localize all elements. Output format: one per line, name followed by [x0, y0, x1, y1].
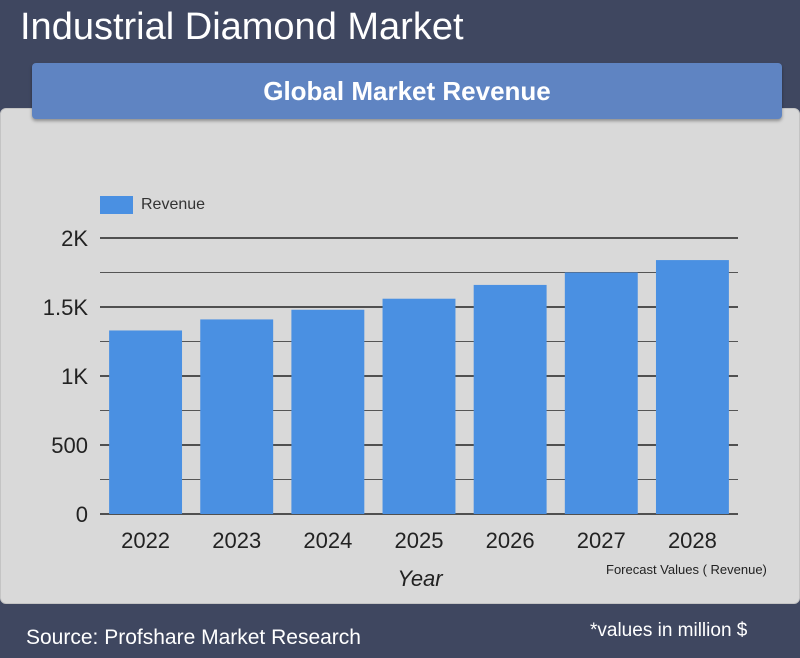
x-tick-label: 2022 — [121, 528, 170, 553]
bar-2024 — [291, 309, 365, 514]
bar-2028 — [655, 260, 729, 514]
bar-2027 — [564, 272, 638, 514]
x-axis-label: Year — [397, 566, 444, 591]
x-tick-label: 2025 — [395, 528, 444, 553]
bar-2026 — [473, 284, 547, 514]
y-tick-label: 0 — [76, 502, 88, 527]
bars — [109, 260, 729, 514]
legend-swatch-revenue — [100, 196, 133, 214]
x-tick-label: 2028 — [668, 528, 717, 553]
x-tick-label: 2026 — [486, 528, 535, 553]
y-tick-label: 2K — [61, 226, 88, 251]
bar-2022 — [109, 330, 183, 514]
chart-subtitle: Global Market Revenue — [32, 63, 782, 119]
x-tick-label: 2024 — [303, 528, 352, 553]
forecast-note: Forecast Values ( Revenue) — [606, 562, 767, 577]
x-tick-label: 2023 — [212, 528, 261, 553]
x-tick-label: 2027 — [577, 528, 626, 553]
source-text: Source: Profshare Market Research — [26, 626, 361, 649]
y-tick-label: 1.5K — [43, 295, 89, 320]
bar-2025 — [382, 298, 456, 514]
y-tick-label: 500 — [51, 433, 88, 458]
tick-labels: 0 500 1K 1.5K 2K 2022 2023 2024 2025 2026 2027 2028 — [43, 226, 717, 553]
bar-2023 — [200, 319, 274, 514]
legend-label-revenue: Revenue — [141, 196, 206, 213]
page-title: Industrial Diamond Market — [20, 6, 464, 48]
units-note: *values in million $ — [590, 620, 748, 641]
y-tick-label: 1K — [61, 364, 88, 389]
legend: Revenue — [100, 196, 205, 214]
